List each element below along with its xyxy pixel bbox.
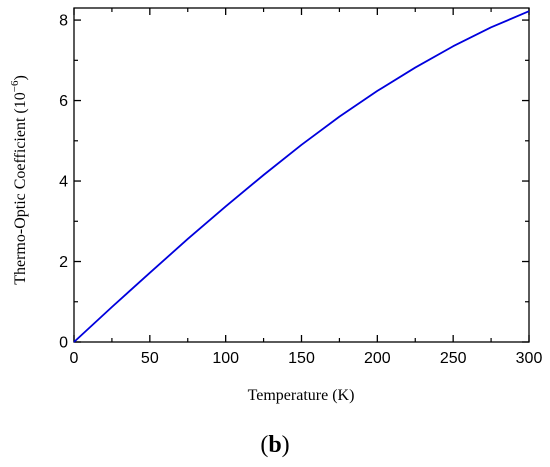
y-axis-ticks: 0 2 4 6 8: [59, 13, 529, 352]
x-tick-label: 250: [440, 350, 467, 367]
x-tick-label: 200: [364, 350, 391, 367]
caption-close: ): [282, 432, 290, 458]
y-tick-label: 0: [59, 335, 68, 352]
y-tick-label: 8: [59, 13, 68, 30]
figure-caption: (b): [260, 432, 289, 458]
y-tick-label: 4: [59, 174, 68, 191]
caption-letter: b: [268, 432, 281, 458]
caption-open: (: [260, 432, 268, 458]
y-tick-label: 2: [59, 254, 68, 271]
series-line: [73, 10, 530, 343]
plot-frame: [73, 7, 530, 343]
x-tick-label: 100: [212, 350, 239, 367]
x-axis-ticks: 0 50 100 150 200 250 300: [70, 8, 543, 367]
series-layer: [73, 10, 530, 343]
x-tick-label: 0: [70, 350, 79, 367]
y-axis-title-main: Thermo-Optic Coefficient (10: [12, 92, 29, 285]
y-axis-title-exponent: −6: [9, 80, 21, 92]
y-axis-title-suffix: ): [12, 75, 29, 80]
x-tick-label: 150: [288, 350, 315, 367]
y-axis-title: Thermo-Optic Coefficient (10−6): [9, 75, 29, 285]
x-tick-label: 300: [516, 350, 543, 367]
x-tick-label: 50: [141, 350, 159, 367]
plot-border: [73, 7, 530, 343]
y-tick-label: 6: [59, 93, 68, 110]
x-axis-title: Temperature (K): [248, 387, 355, 404]
